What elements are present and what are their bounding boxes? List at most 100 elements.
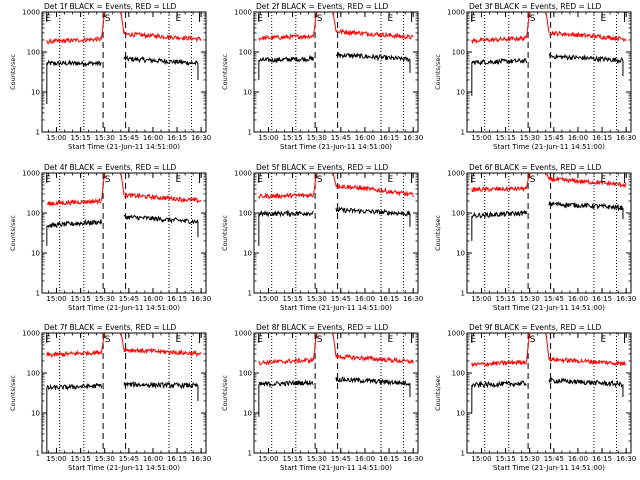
series-ramp <box>525 173 530 189</box>
marker-label: E <box>45 175 51 185</box>
series-line <box>471 35 527 45</box>
y-tick-label: 1000 <box>234 9 252 17</box>
x-tick-label: 16:00 <box>355 455 375 463</box>
x-tick-label: 16:00 <box>355 134 375 142</box>
series-ramp <box>100 12 106 40</box>
x-tick-label: 16:15 <box>379 134 399 142</box>
x-tick-label: 16:00 <box>568 134 588 142</box>
series-line <box>258 33 314 42</box>
y-tick-label: 10 <box>456 250 465 258</box>
x-tick-label: 15:15 <box>495 295 515 303</box>
y-axis-label: Counts/sec <box>9 215 17 251</box>
marker-label: E <box>175 14 181 24</box>
x-axis-label: Start Time (21-Jun-11 14:51:00) <box>280 143 392 151</box>
x-tick-label: 15:15 <box>70 295 90 303</box>
marker-label: E <box>470 335 476 345</box>
x-tick-label: 15:30 <box>95 134 115 142</box>
x-tick-label: 15:00 <box>46 295 66 303</box>
y-tick-label: 100 <box>27 210 40 218</box>
x-tick-label: 16:00 <box>355 295 375 303</box>
x-tick-label: 15:30 <box>307 134 327 142</box>
panel-7: Det 7f BLACK = Events, RED = LLD Counts/s… <box>9 323 211 472</box>
marker-label: E <box>600 14 606 24</box>
plot-area <box>471 333 627 453</box>
y-axis-label: Counts/sec <box>434 54 442 90</box>
series-line <box>335 183 414 198</box>
series-line <box>335 206 411 217</box>
x-tick-label: 16:15 <box>592 295 612 303</box>
x-tick-label: 16:00 <box>568 295 588 303</box>
x-tick-label: 15:30 <box>95 295 115 303</box>
series-ramp <box>525 12 531 39</box>
series-ramp <box>545 333 550 360</box>
series-line <box>46 349 102 359</box>
series-line <box>46 35 102 45</box>
marker-label: S <box>105 335 111 345</box>
x-tick-label: 16:00 <box>143 295 163 303</box>
plot-area <box>471 173 627 293</box>
plot-area <box>258 333 414 453</box>
y-tick-label: 1000 <box>234 170 252 178</box>
y-tick-label: 1000 <box>447 330 465 338</box>
marker-label: E <box>387 175 393 185</box>
marker-label: S <box>530 175 536 185</box>
plot-frame <box>466 11 632 133</box>
x-axis-label: Start Time (21-Jun-11 14:51:00) <box>68 304 180 312</box>
panel-title: Det 6f BLACK = Events, RED = LLD <box>469 163 602 172</box>
x-tick-label: 16:15 <box>167 134 187 142</box>
panel-title: Det 2f BLACK = Events, RED = LLD <box>256 2 389 11</box>
x-tick-label: 15:45 <box>544 134 564 142</box>
x-tick-label: 16:30 <box>616 295 636 303</box>
y-tick-label: 100 <box>239 49 252 57</box>
x-tick-label: 16:30 <box>403 455 423 463</box>
series-ramp <box>545 173 550 180</box>
x-tick-label: 16:30 <box>403 134 423 142</box>
series-ramp <box>100 173 106 202</box>
marker-label: E <box>257 335 263 345</box>
plot-area <box>46 173 202 293</box>
marker-label: S <box>317 14 323 24</box>
panel-title: Det 3f BLACK = Events, RED = LLD <box>469 2 602 11</box>
x-tick-label: 15:30 <box>520 134 540 142</box>
x-axis-label: Start Time (21-Jun-11 14:51:00) <box>68 143 180 151</box>
marker-label: E <box>257 14 263 24</box>
panel-title: Det 4f BLACK = Events, RED = LLD <box>44 163 177 172</box>
y-tick-label: 1 <box>248 450 252 458</box>
y-tick-label: 1 <box>461 450 465 458</box>
plot-frame <box>41 172 207 294</box>
x-tick-label: 15:45 <box>331 455 351 463</box>
series-ramp <box>312 333 318 361</box>
series-line <box>548 175 627 189</box>
marker-label: S <box>530 14 536 24</box>
series-line <box>471 185 527 193</box>
x-tick-label: 15:45 <box>544 455 564 463</box>
panel-title: Det 5f BLACK = Events, RED = LLD <box>256 163 389 172</box>
x-tick-label: 15:15 <box>495 134 515 142</box>
marker-label: E <box>175 175 181 185</box>
y-axis-label: Counts/sec <box>221 215 229 251</box>
series-ramp <box>332 12 337 32</box>
y-axis-label: Counts/sec <box>434 375 442 411</box>
panel-3: Det 3f BLACK = Events, RED = LLD Counts/s… <box>434 2 636 151</box>
plot-area <box>258 173 414 293</box>
plot-frame <box>253 11 419 133</box>
panel-title: Det 9f BLACK = Events, RED = LLD <box>469 323 602 332</box>
y-tick-label: 10 <box>31 250 40 258</box>
x-tick-label: 15:00 <box>258 295 278 303</box>
series-line <box>123 380 199 390</box>
plot-frame <box>466 332 632 454</box>
y-tick-label: 1 <box>36 129 40 137</box>
panel-9: Det 9f BLACK = Events, RED = LLD Counts/s… <box>434 323 636 472</box>
x-tick-label: 16:15 <box>379 455 399 463</box>
series-ramp <box>312 173 317 196</box>
series-line <box>46 197 102 208</box>
y-tick-label: 10 <box>243 410 252 418</box>
x-axis-label: Start Time (21-Jun-11 14:51:00) <box>493 143 605 151</box>
series-line <box>123 30 202 43</box>
y-axis-label: Counts/sec <box>221 54 229 90</box>
series-line <box>548 377 624 388</box>
x-tick-label: 15:45 <box>119 295 139 303</box>
x-tick-label: 16:30 <box>191 455 211 463</box>
series-ramp <box>312 12 318 37</box>
series-ramp <box>120 12 125 35</box>
